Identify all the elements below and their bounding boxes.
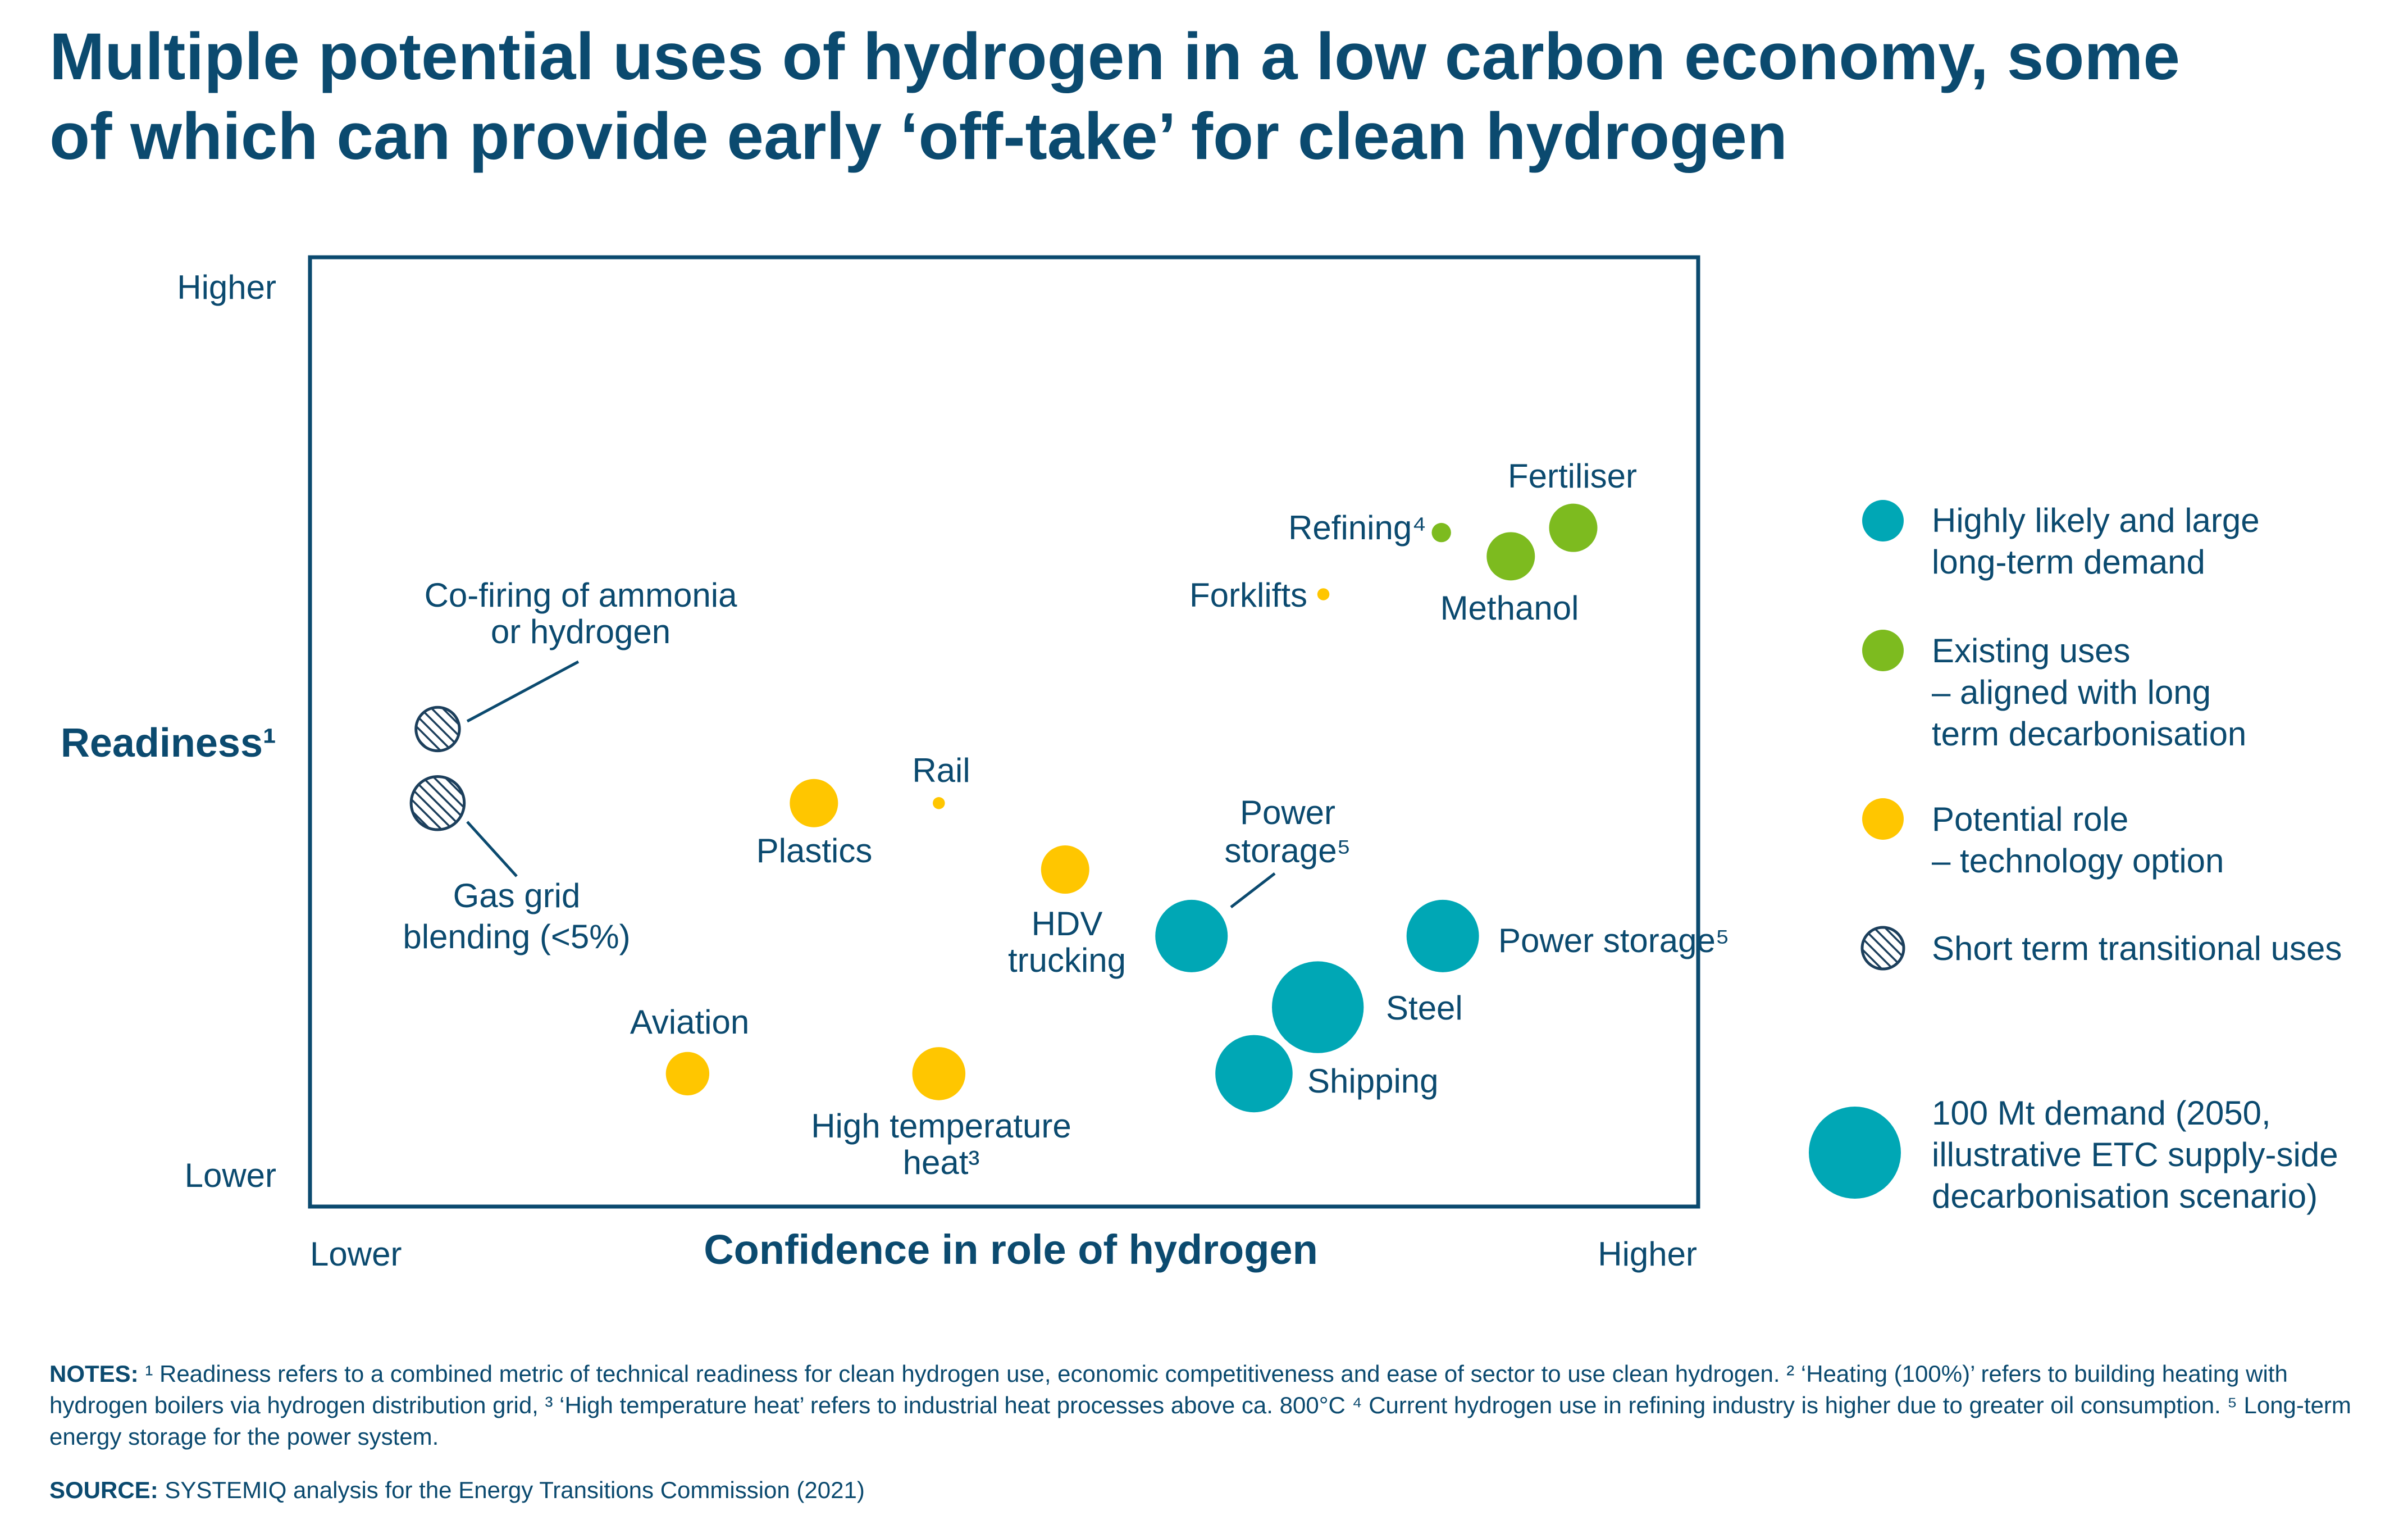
legend-existing-line-2: – aligned with long xyxy=(1932,673,2211,711)
legend-potential: Potential role – technology option xyxy=(1932,799,2224,882)
label-rail: Rail xyxy=(912,752,970,789)
label-aviation: Shipping xyxy=(1307,1062,1439,1100)
label-high-temp-line-1: High temperature xyxy=(811,1107,1071,1145)
label-fertiliser: Fertiliser xyxy=(1508,457,1637,495)
legend-marker-size-reference xyxy=(1809,1107,1901,1199)
label-heating: Aviation xyxy=(630,1003,749,1041)
bubble-rail xyxy=(933,797,945,809)
label-power-storage-line-2: storage⁵ xyxy=(1225,832,1351,870)
legend-marker-highly-likely xyxy=(1862,500,1904,541)
legend-size-line-2: illustrative ETC supply-side xyxy=(1932,1136,2338,1173)
x-axis-low-label: Lower xyxy=(310,1235,402,1273)
y-axis-low-label: Lower xyxy=(185,1157,276,1194)
legend-existing-line-3: term decarbonisation xyxy=(1932,715,2247,753)
bubble-shipping xyxy=(1271,961,1364,1053)
label-plastics: Plastics xyxy=(756,832,873,870)
legend-size-line-1: 100 Mt demand (2050, xyxy=(1932,1094,2271,1132)
chart-title-line-1: Multiple potential uses of hydrogen in a… xyxy=(49,20,2180,94)
label-gas-grid-line-1: Gas grid xyxy=(453,877,581,914)
source-text: SYSTEMIQ analysis for the Energy Transit… xyxy=(158,1477,865,1503)
label-hdv-line-1: HDV xyxy=(1032,905,1103,943)
bubble-plastics xyxy=(790,779,838,827)
legend-highly-likely-line-1: Highly likely and large xyxy=(1932,502,2260,539)
bubble-gas-grid-blending-5 xyxy=(409,775,466,831)
legend-marker-transitional xyxy=(1860,926,1905,971)
legend-existing-line-1: Existing uses xyxy=(1932,632,2131,670)
legend-transitional: Short term transitional uses xyxy=(1932,928,2342,970)
label-connectors xyxy=(466,660,1276,908)
plot-area-frame xyxy=(308,255,1700,1209)
label-steel: Power storage⁵ xyxy=(1498,922,1730,959)
bubble-steel xyxy=(1406,899,1479,972)
legend-size-line-3: decarbonisation scenario) xyxy=(1932,1177,2318,1215)
point-labels: Fertiliser Refining⁴ Methanol Forklifts … xyxy=(403,457,1729,1181)
bubble-high-temperature-heat xyxy=(912,1047,966,1100)
label-forklifts: Forklifts xyxy=(1189,576,1307,614)
label-high-temp-line-2: heat³ xyxy=(903,1144,980,1181)
bubble-forklifts xyxy=(1317,588,1330,600)
legend-transitional-line-1: Short term transitional uses xyxy=(1932,930,2342,967)
bubble-power-storage xyxy=(1155,899,1228,972)
label-refining: Refining⁴ xyxy=(1288,509,1426,547)
legend-marker-potential xyxy=(1862,798,1904,840)
source: SOURCE: SYSTEMIQ analysis for the Energy… xyxy=(49,1475,2380,1506)
label-co-firing-line-2: or hydrogen xyxy=(491,613,671,650)
gas-grid-connector xyxy=(466,821,518,877)
legend-marks xyxy=(1809,500,1905,1199)
bubble-refining xyxy=(1431,522,1451,543)
notes-label: NOTES: xyxy=(49,1360,139,1387)
bubble-hdv-trucking xyxy=(1041,845,1089,894)
co-firing-connector xyxy=(466,660,580,723)
chart-title: Multiple potential uses of hydrogen in a… xyxy=(49,17,2352,176)
bubble-heating-100 xyxy=(665,1052,710,1096)
label-shipping: Steel xyxy=(1386,989,1463,1027)
chart-title-line-2: of which can provide early ‘off-take’ fo… xyxy=(49,99,1787,174)
legend-highly-likely-line-2: long-term demand xyxy=(1932,543,2205,581)
notes: NOTES: ¹ Readiness refers to a combined … xyxy=(49,1358,2380,1453)
label-co-firing-line-1: Co-firing of ammonia xyxy=(425,576,738,614)
bubble-co-firing-of-ammonia-or-hydrogen xyxy=(414,706,461,753)
power-storage-connector xyxy=(1230,872,1276,908)
legend-potential-line-2: – technology option xyxy=(1932,842,2224,880)
x-axis-title: Confidence in role of hydrogen xyxy=(704,1226,1318,1273)
label-methanol: Methanol xyxy=(1440,589,1579,627)
bubble-aviation xyxy=(1215,1035,1293,1113)
bubble-marks xyxy=(409,503,1598,1113)
legend-potential-line-1: Potential role xyxy=(1932,800,2129,838)
legend-existing: Existing uses – aligned with long term d… xyxy=(1932,630,2246,755)
source-label: SOURCE: xyxy=(49,1477,158,1503)
x-axis-high-label: Higher xyxy=(1598,1235,1697,1273)
notes-text: ¹ Readiness refers to a combined metric … xyxy=(49,1360,2351,1450)
legend-marker-existing xyxy=(1862,630,1904,671)
label-hdv-line-2: trucking xyxy=(1008,941,1126,979)
y-axis-high-label: Higher xyxy=(177,268,276,306)
legend-highly-likely: Highly likely and large long-term demand xyxy=(1932,500,2260,583)
bubble-fertiliser xyxy=(1549,503,1598,552)
y-axis-title: Readiness¹ xyxy=(61,721,276,766)
label-power-storage-line-1: Power xyxy=(1240,794,1335,831)
legend-size-reference: 100 Mt demand (2050, illustrative ETC su… xyxy=(1932,1093,2338,1217)
bubble-methanol xyxy=(1486,532,1535,581)
label-gas-grid-line-2: blending (<5%) xyxy=(403,918,630,955)
